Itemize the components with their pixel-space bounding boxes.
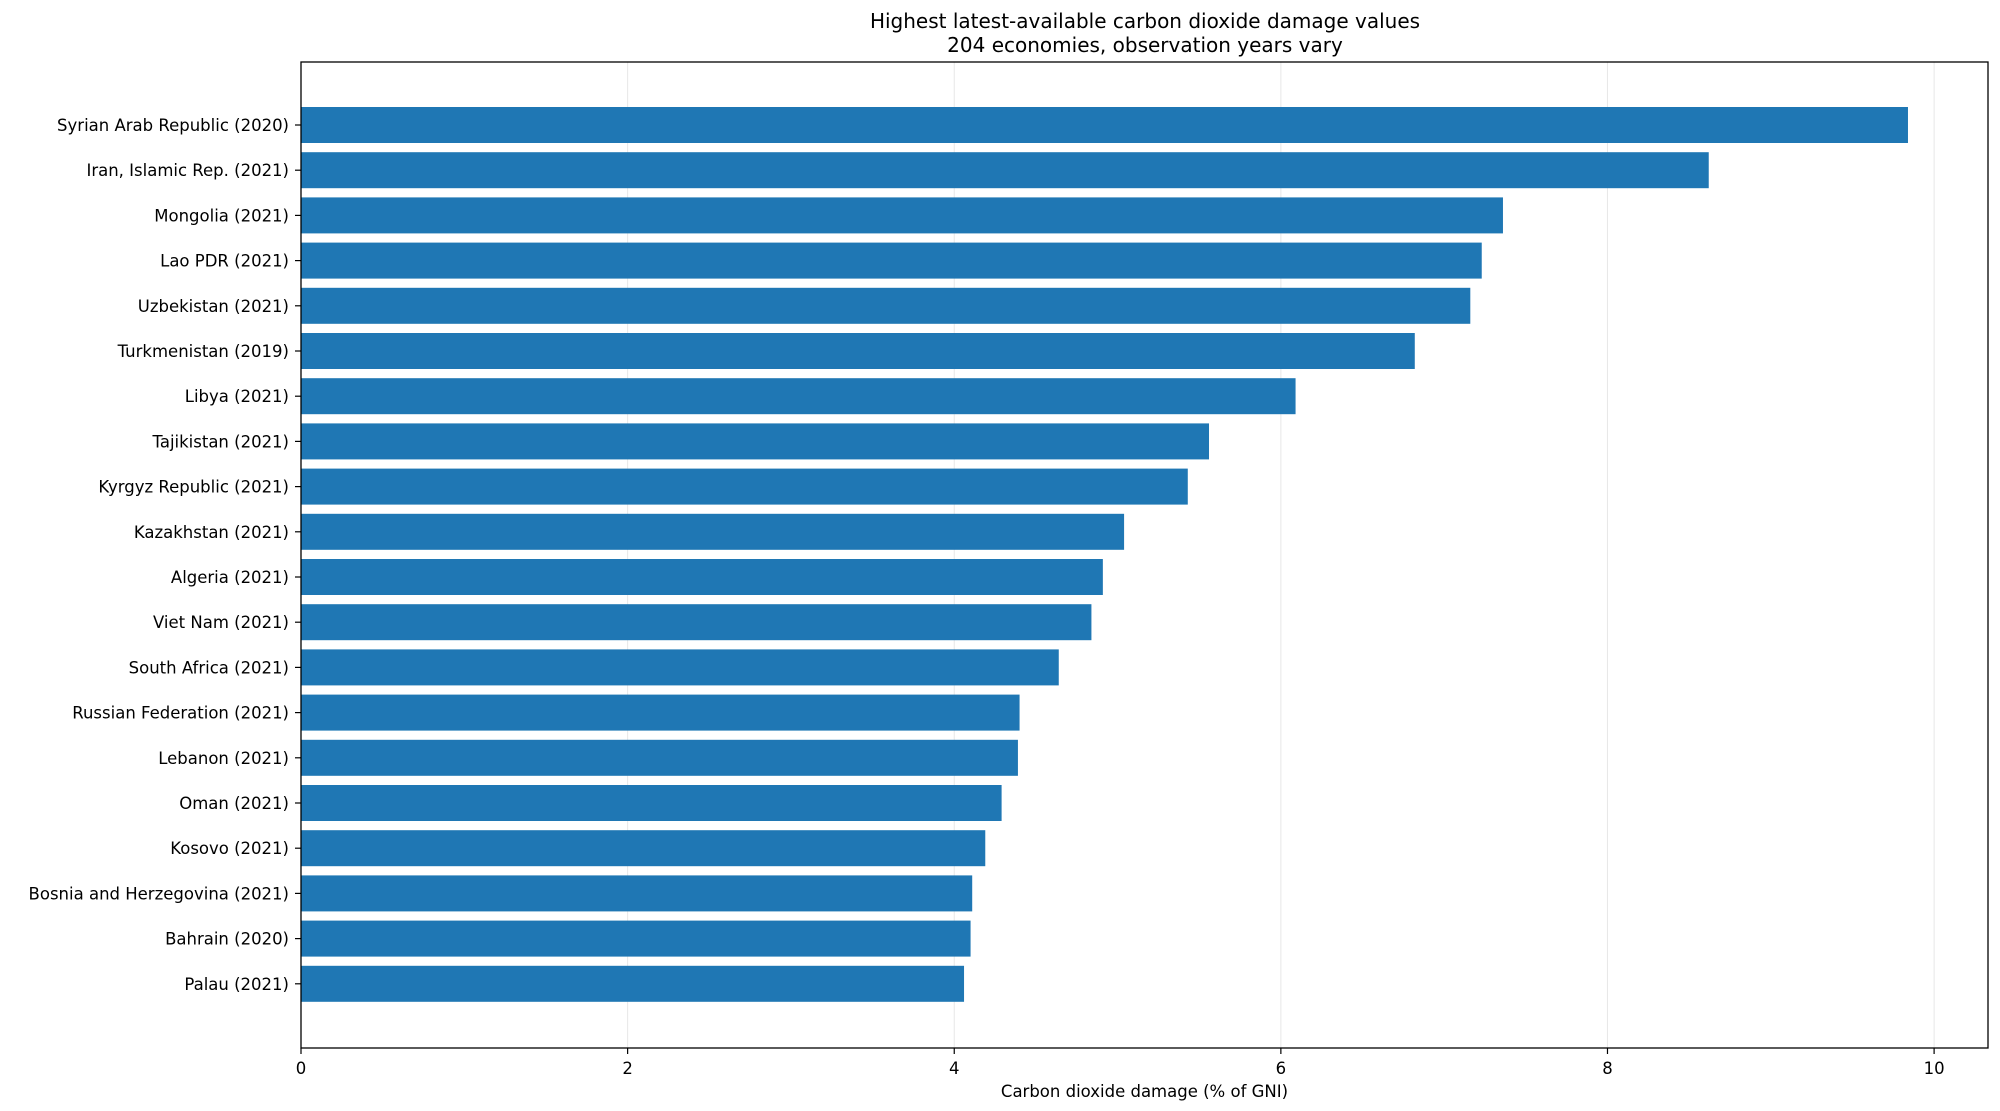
x-axis-ticks: 0 2 4 6 8 10 (296, 1048, 1945, 1078)
bar (301, 378, 1296, 415)
bar (301, 468, 1188, 505)
category-label: Tajikistan (2021) (151, 432, 289, 451)
category-label: Kosovo (2021) (170, 839, 289, 858)
category-label: Kyrgyz Republic (2021) (98, 478, 289, 497)
x-tick-label: 4 (949, 1059, 960, 1078)
category-label: Syrian Arab Republic (2020) (57, 116, 289, 135)
bar (301, 152, 1709, 189)
bar (301, 920, 971, 957)
bar (301, 513, 1125, 550)
category-label: Lebanon (2021) (158, 749, 289, 768)
category-label: Kazakhstan (2021) (134, 523, 289, 542)
bar (301, 559, 1103, 595)
x-axis-label: Carbon dioxide damage (% of GNI) (1001, 1082, 1288, 1101)
category-label: Turkmenistan (2019) (117, 342, 289, 361)
category-label: Oman (2021) (179, 794, 289, 813)
category-label: Palau (2021) (184, 975, 289, 994)
bar (301, 242, 1482, 279)
category-label: South Africa (2021) (129, 658, 289, 677)
bar (301, 649, 1059, 686)
x-tick-label: 0 (296, 1059, 307, 1078)
category-label: Uzbekistan (2021) (138, 297, 289, 316)
bar (301, 197, 1503, 234)
bar (301, 694, 1020, 731)
bar (301, 965, 965, 1002)
category-label: Russian Federation (2021) (72, 704, 289, 723)
bar (301, 423, 1210, 460)
category-label: Iran, Islamic Rep. (2021) (86, 161, 289, 180)
category-label: Algeria (2021) (171, 568, 289, 587)
chart-subtitle: 204 economies, observation years vary (947, 33, 1343, 57)
x-tick-label: 6 (1276, 1059, 1287, 1078)
x-tick-label: 10 (1924, 1059, 1945, 1078)
bars (301, 107, 1908, 1002)
bar (301, 875, 973, 912)
category-label: Mongolia (2021) (154, 206, 289, 225)
bar (301, 739, 1018, 776)
category-label: Libya (2021) (185, 387, 289, 406)
bar (301, 287, 1471, 324)
chart-title: Highest latest-available carbon dioxide … (870, 9, 1420, 33)
bar (301, 333, 1415, 369)
category-labels: Syrian Arab Republic (2020) Iran, Islamic… (29, 116, 301, 994)
category-label: Lao PDR (2021) (160, 252, 289, 271)
bar (301, 604, 1092, 641)
bar (301, 107, 1908, 143)
bar (301, 785, 1002, 821)
category-label: Bahrain (2020) (165, 930, 289, 949)
x-tick-label: 2 (622, 1059, 633, 1078)
plot-frame (300, 61, 1989, 1049)
category-label: Viet Nam (2021) (153, 613, 289, 632)
category-label: Bosnia and Herzegovina (2021) (29, 884, 289, 903)
x-tick-label: 8 (1602, 1059, 1613, 1078)
bar (301, 830, 986, 867)
